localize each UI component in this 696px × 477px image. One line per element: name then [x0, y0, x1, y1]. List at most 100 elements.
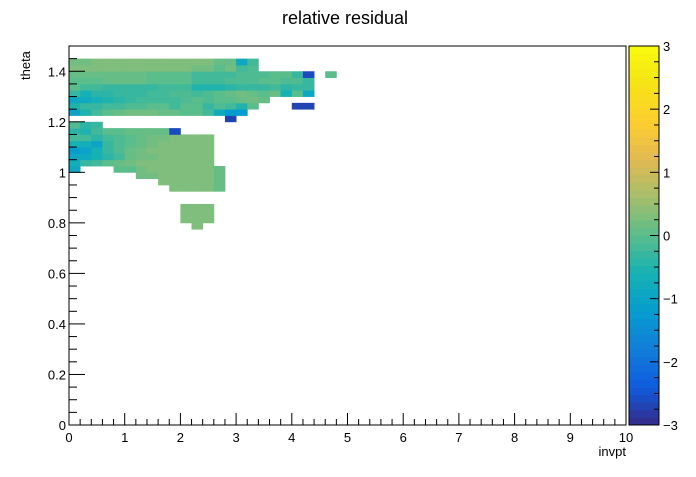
heatmap-cell [80, 83, 92, 91]
colorbar-tick-label: 1 [663, 165, 670, 180]
heatmap-cell [124, 64, 137, 72]
heatmap-cell [258, 71, 270, 78]
colorbar-band [629, 220, 659, 229]
heatmap-cell [146, 172, 159, 180]
colorbar-band [629, 99, 659, 107]
heatmap-cell [80, 77, 92, 85]
heatmap-cell [202, 134, 215, 142]
heatmap-cell [102, 58, 114, 66]
colorbar-band [629, 326, 659, 335]
colorbar-band [629, 243, 659, 251]
heatmap-cell [124, 71, 137, 78]
heatmap-cell [113, 77, 126, 85]
heatmap-cell [113, 109, 126, 116]
heatmap-cell [69, 96, 81, 104]
y-tick-label: 0 [59, 418, 66, 433]
heatmap-cell [224, 102, 237, 110]
heatmap-cell [69, 121, 81, 129]
heatmap-cell [69, 147, 81, 154]
colorbar-band [629, 144, 659, 153]
heatmap-cell [291, 77, 304, 85]
heatmap-cell [191, 216, 204, 224]
heatmap-cell [124, 153, 137, 161]
colorbar-band [629, 182, 659, 191]
heatmap-cell [124, 134, 137, 142]
heatmap-cell [146, 83, 159, 91]
heatmap-cell [180, 90, 192, 97]
heatmap-cell [158, 172, 170, 180]
heatmap-cell [202, 210, 215, 217]
heatmap-cell [191, 77, 204, 85]
heatmap-cell [247, 102, 259, 110]
heatmap-cell [113, 64, 126, 72]
heatmap-cell [224, 109, 237, 116]
heatmap-cell [124, 128, 137, 135]
heatmap-cell [146, 147, 159, 154]
colorbar-band [629, 227, 659, 236]
heatmap-cell [302, 71, 315, 78]
x-tick-label: 2 [177, 430, 184, 445]
heatmap-cell [158, 134, 170, 142]
colorbar-band [629, 136, 659, 145]
heatmap-cell [135, 77, 148, 85]
x-axis-label: invpt [599, 444, 627, 459]
heatmap-cell [91, 128, 103, 135]
heatmap-cell [202, 184, 215, 192]
heatmap-cell [180, 64, 192, 72]
heatmap-cell [80, 109, 92, 116]
heatmap-cell [302, 77, 315, 85]
heatmap-cell [102, 77, 114, 85]
heatmap-cell [224, 96, 237, 104]
heatmap-cell [113, 153, 126, 161]
heatmap-cell [302, 102, 315, 110]
heatmap-cell [80, 121, 92, 129]
heatmap-cell [135, 96, 148, 104]
heatmap-cell [102, 96, 114, 104]
colorbar-band [629, 341, 659, 350]
heatmap-cell [102, 83, 114, 91]
heatmap-cell [158, 71, 170, 78]
heatmap-cell [191, 58, 204, 66]
heatmap-cell [213, 109, 226, 116]
heatmap-cell [102, 159, 114, 167]
colorbar-band [629, 288, 659, 297]
heatmap-cell [280, 83, 293, 91]
heatmap-cell [302, 90, 315, 97]
x-tick-label: 0 [65, 430, 72, 445]
heatmap-cell [224, 71, 237, 78]
x-tick-label: 8 [511, 430, 518, 445]
colorbar-tick-label: −2 [663, 355, 678, 370]
heatmap-cell [91, 109, 103, 116]
heatmap-cell [224, 58, 237, 66]
heatmap-cell [213, 71, 226, 78]
heatmap-cell [213, 58, 226, 66]
heatmap-cell [236, 83, 248, 91]
heatmap-cell [169, 58, 181, 66]
colorbar-band [629, 76, 659, 85]
x-tick-label: 1 [121, 430, 128, 445]
heatmap-cell [80, 128, 92, 135]
heatmap-cell [213, 166, 226, 173]
heatmap-cell [258, 83, 270, 91]
heatmap-cell [135, 153, 148, 161]
heatmap-cell [124, 90, 137, 97]
colorbar-band [629, 371, 659, 380]
heatmap-cell [169, 90, 181, 97]
colorbar-band [629, 417, 659, 426]
heatmap-cell [146, 159, 159, 167]
heatmap-cell [280, 90, 293, 97]
x-tick-label: 4 [288, 430, 295, 445]
y-tick-label: 0.6 [48, 266, 66, 281]
heatmap-cell [180, 71, 192, 78]
heatmap-cell [224, 77, 237, 85]
chart-title: relative residual [282, 8, 408, 28]
colorbar: −3 −2 −1 0 1 2 3 [628, 39, 678, 433]
colorbar-tick-label: −1 [663, 292, 678, 307]
heatmap-cell [113, 159, 126, 167]
colorbar-band [629, 265, 659, 274]
heatmap-cell [202, 96, 215, 104]
colorbar-band [629, 409, 659, 418]
heatmap-cell [146, 102, 159, 110]
heatmap-cell [113, 166, 126, 173]
